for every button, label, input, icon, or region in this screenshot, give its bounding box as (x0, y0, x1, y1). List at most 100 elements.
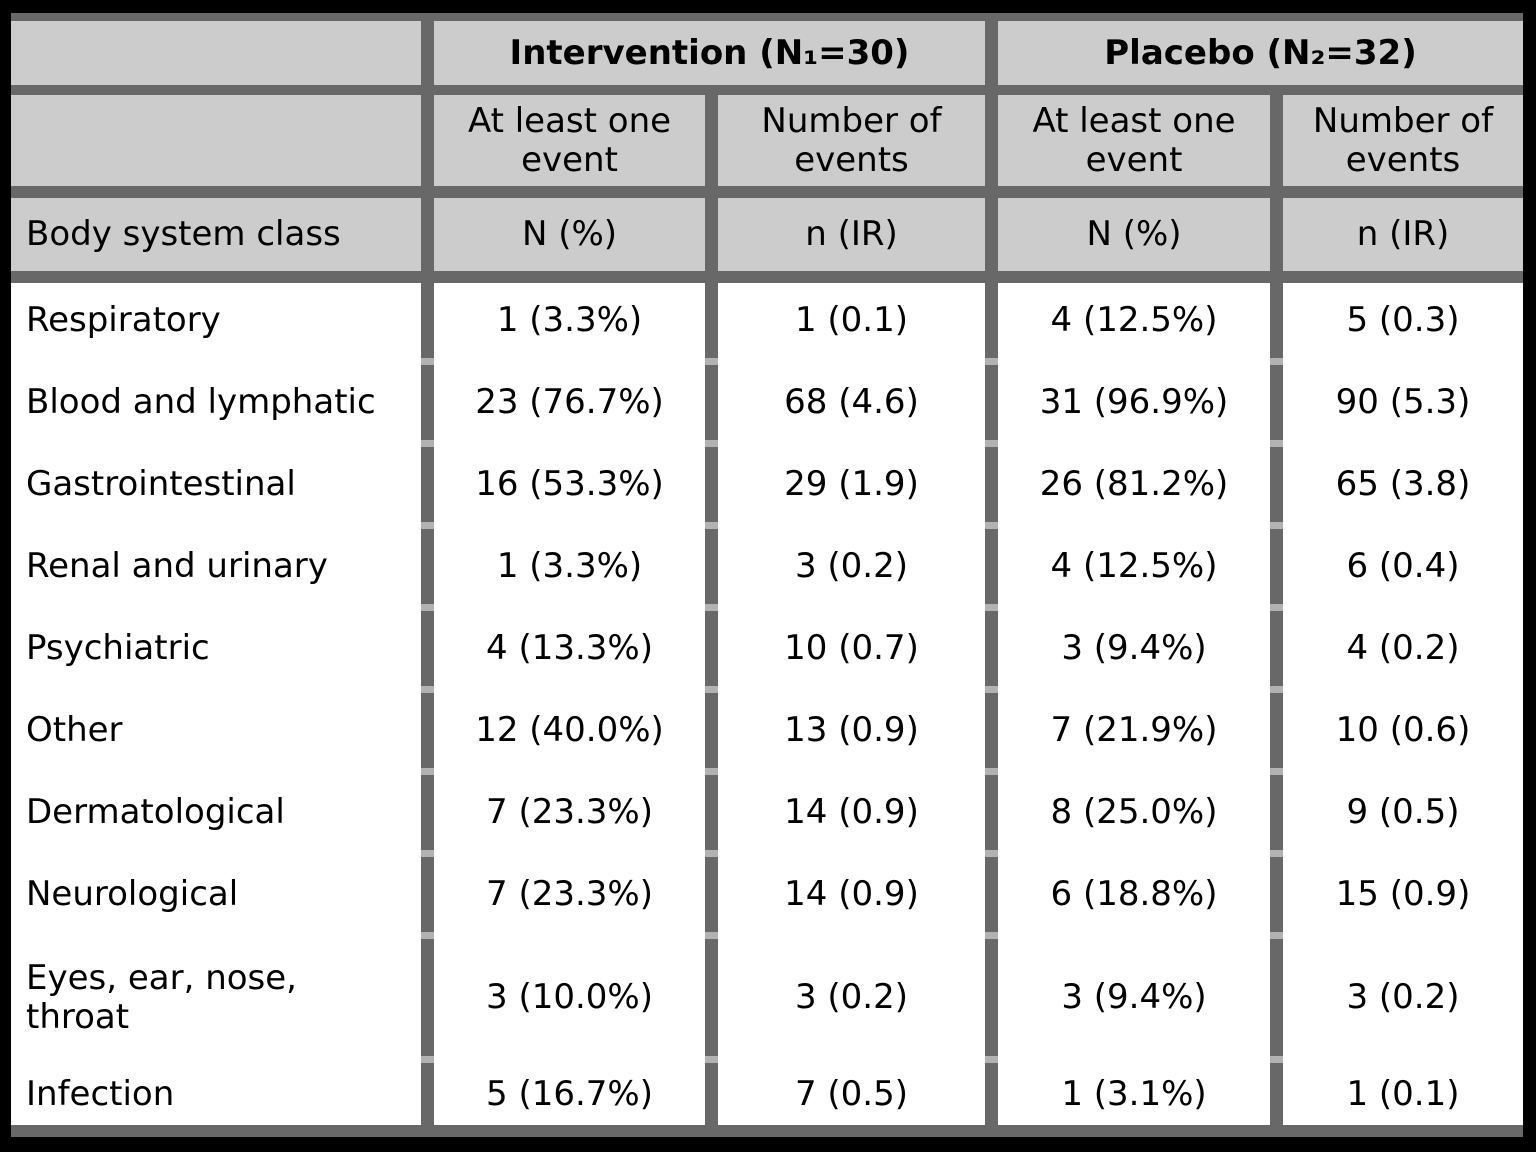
column-divider (1270, 611, 1283, 686)
value-cell: 3 (9.4%) (998, 611, 1270, 686)
value-cell: 12 (40.0%) (434, 693, 705, 768)
table-top-border (11, 13, 1523, 21)
column-divider (421, 198, 434, 271)
column-divider (705, 939, 718, 1056)
measure-header: n (IR) (718, 198, 985, 271)
value-cell: 15 (0.9) (1283, 857, 1523, 932)
column-divider (421, 365, 434, 440)
value-cell: 1 (3.3%) (434, 529, 705, 604)
value-cell: 10 (0.7) (718, 611, 985, 686)
row-separator (11, 358, 1523, 365)
corner-cell (11, 95, 421, 186)
column-divider (421, 939, 434, 1056)
column-divider (985, 95, 998, 186)
value-cell: 7 (23.3%) (434, 857, 705, 932)
column-divider (1270, 95, 1283, 186)
column-divider (985, 21, 998, 85)
measure-header: N (%) (434, 198, 705, 271)
row-label: Blood and lymphatic (11, 365, 421, 440)
column-divider (421, 1063, 434, 1125)
row-separator (11, 440, 1523, 447)
column-divider (985, 198, 998, 271)
row-label: Neurological (11, 857, 421, 932)
value-cell: 4 (13.3%) (434, 611, 705, 686)
column-divider (421, 857, 434, 932)
column-divider (1270, 693, 1283, 768)
row-label: Other (11, 693, 421, 768)
value-cell: 90 (5.3) (1283, 365, 1523, 440)
value-cell: 1 (0.1) (1283, 1063, 1523, 1125)
row-separator (11, 932, 1523, 939)
value-cell: 14 (0.9) (718, 857, 985, 932)
row-label: Infection (11, 1063, 421, 1125)
value-cell: 31 (96.9%) (998, 365, 1270, 440)
value-cell: 1 (3.3%) (434, 283, 705, 358)
value-cell: 5 (16.7%) (434, 1063, 705, 1125)
value-cell: 10 (0.6) (1283, 693, 1523, 768)
row-label: Respiratory (11, 283, 421, 358)
corner-cell (11, 21, 421, 85)
column-divider (421, 283, 434, 358)
column-divider (985, 283, 998, 358)
column-divider (705, 529, 718, 604)
column-divider (1270, 447, 1283, 522)
header-body-divider (11, 271, 1523, 283)
value-cell: 7 (23.3%) (434, 775, 705, 850)
value-cell: 1 (0.1) (718, 283, 985, 358)
column-divider (1270, 283, 1283, 358)
row-separator (11, 768, 1523, 775)
row-label: Eyes, ear, nose, throat (11, 939, 421, 1056)
column-divider (421, 775, 434, 850)
column-divider (1270, 365, 1283, 440)
column-divider (705, 365, 718, 440)
row-separator (11, 1056, 1523, 1063)
column-divider (705, 447, 718, 522)
column-divider (985, 693, 998, 768)
measure-header: n (IR) (1283, 198, 1523, 271)
column-divider (985, 365, 998, 440)
column-divider (705, 693, 718, 768)
column-divider (1270, 775, 1283, 850)
value-cell: 14 (0.9) (718, 775, 985, 850)
column-divider (705, 611, 718, 686)
value-cell: 4 (12.5%) (998, 283, 1270, 358)
subcolumn-header: At least one event (434, 95, 705, 186)
value-cell: 7 (0.5) (718, 1063, 985, 1125)
row-separator (11, 850, 1523, 857)
group-header-intervention: Intervention (N₁=30) (434, 21, 985, 85)
value-cell: 7 (21.9%) (998, 693, 1270, 768)
column-divider (985, 775, 998, 850)
value-cell: 26 (81.2%) (998, 447, 1270, 522)
row-label: Psychiatric (11, 611, 421, 686)
column-divider (1270, 939, 1283, 1056)
adverse-events-table: Intervention (N₁=30) Placebo (N₂=32) At … (11, 13, 1523, 1137)
row-separator (11, 522, 1523, 529)
column-divider (1270, 1063, 1283, 1125)
subcolumn-header: Number of events (1283, 95, 1523, 186)
column-divider (705, 198, 718, 271)
value-cell: 5 (0.3) (1283, 283, 1523, 358)
row-label: Renal and urinary (11, 529, 421, 604)
row-separator (11, 686, 1523, 693)
value-cell: 3 (0.2) (718, 939, 985, 1056)
column-divider (1270, 857, 1283, 932)
group-header-placebo: Placebo (N₂=32) (998, 21, 1523, 85)
value-cell: 3 (10.0%) (434, 939, 705, 1056)
column-divider (705, 1063, 718, 1125)
value-cell: 4 (12.5%) (998, 529, 1270, 604)
column-divider (1270, 529, 1283, 604)
value-cell: 68 (4.6) (718, 365, 985, 440)
row-divider (11, 85, 1523, 95)
column-divider (421, 95, 434, 186)
subcolumn-header: At least one event (998, 95, 1270, 186)
value-cell: 6 (0.4) (1283, 529, 1523, 604)
value-cell: 23 (76.7%) (434, 365, 705, 440)
column-divider (421, 693, 434, 768)
column-divider (421, 447, 434, 522)
value-cell: 3 (9.4%) (998, 939, 1270, 1056)
row-label: Gastrointestinal (11, 447, 421, 522)
value-cell: 16 (53.3%) (434, 447, 705, 522)
stub-header: Body system class (11, 198, 421, 271)
column-divider (705, 857, 718, 932)
